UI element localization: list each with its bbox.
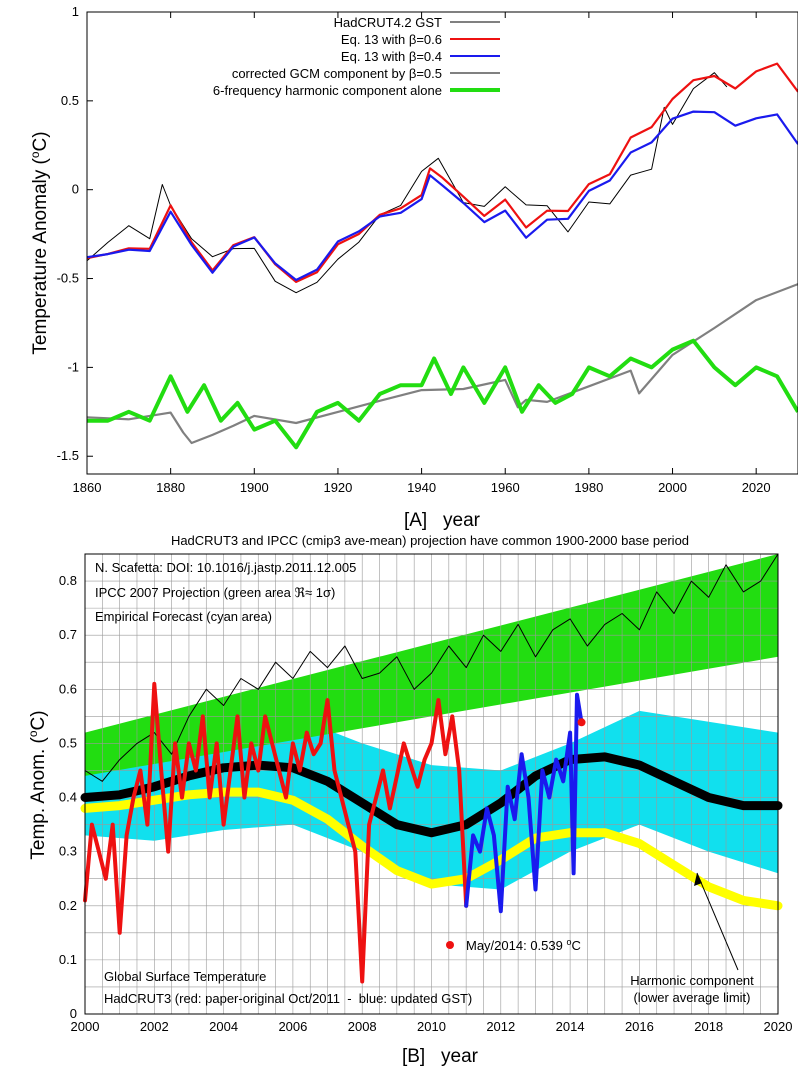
harmonic-arrow-head	[694, 873, 702, 886]
a-xtick-label: 1860	[73, 480, 102, 495]
annotation-point: May/2014: 0.539 oC	[466, 937, 581, 953]
panel-b-title: HadCRUT3 and IPCC (cmip3 ave-mean) proje…	[171, 533, 689, 548]
panel-a: 1860 1880 1900 1920 1940 1960 1980 2000 2020 1 0.5…	[28, 4, 798, 531]
a-xtick-label: 1920	[323, 480, 352, 495]
b-ytick-label: 0.7	[59, 627, 77, 642]
annotation-harmonic-2: (lower average limit)	[633, 990, 750, 1005]
b-ytick-label: 0.1	[59, 952, 77, 967]
b-ytick-label: 0.2	[59, 898, 77, 913]
b-xtick-label: 2018	[694, 1019, 723, 1034]
legend-blue-label: Eq. 13 with β=0.4	[341, 49, 442, 64]
b-xtick-label: 2020	[764, 1019, 793, 1034]
a-series-line	[86, 110, 798, 282]
a-series-line	[86, 72, 728, 294]
panel-a-xlabel: [A] year	[404, 510, 481, 531]
panel-a-legend: HadCRUT4.2 GST Eq. 13 with β=0.6 Eq. 13 …	[213, 15, 500, 98]
a-xtick-label: 1880	[156, 480, 185, 495]
b-ytick-label: 0	[70, 1006, 77, 1021]
a-xtick-label: 1900	[240, 480, 269, 495]
a-xtick-label: 2000	[658, 480, 687, 495]
annotation-bottom-2: HadCRUT3 (red: paper-original Oct/2011 -…	[104, 991, 472, 1006]
b-xtick-label: 2016	[625, 1019, 654, 1034]
annotation-harmonic-1: Harmonic component	[630, 973, 754, 988]
b-ytick-label: 0.4	[59, 790, 77, 805]
annotation-bottom-1: Global Surface Temperature	[104, 969, 266, 984]
annotation-ipcc: IPCC 2007 Projection (green area ℜ≈ 1σ)	[95, 585, 335, 600]
harmonic-arrow	[696, 872, 739, 971]
may-2014-point	[577, 718, 586, 727]
a-xtick-label: 2020	[742, 480, 771, 495]
panel-a-frame	[86, 11, 798, 475]
a-ytick-label: 0	[72, 182, 79, 197]
a-ytick-label: 0.5	[61, 93, 79, 108]
legend-point-marker	[446, 941, 454, 949]
b-series-line	[80, 752, 783, 838]
panel-b-xlabel: [B] year	[402, 1046, 479, 1067]
a-series-line	[86, 283, 798, 445]
b-xtick-label: 2014	[556, 1019, 585, 1034]
a-xtick-label: 1980	[574, 480, 603, 495]
legend-red-label: Eq. 13 with β=0.6	[341, 32, 442, 47]
a-ytick-label: -1	[67, 359, 79, 374]
b-series-line	[464, 692, 584, 914]
b-series-line	[80, 787, 783, 911]
legend-green-label: 6-frequency harmonic component alone	[213, 83, 442, 98]
b-xtick-label: 2000	[71, 1019, 100, 1034]
b-xtick-label: 2012	[486, 1019, 515, 1034]
a-series-line	[86, 62, 798, 283]
annotation-author: N. Scafetta: DOI: 10.1016/j.jastp.2011.1…	[95, 560, 356, 575]
b-ytick-label: 0.3	[59, 844, 77, 859]
panel-b-series	[80, 553, 783, 984]
b-xtick-label: 2004	[209, 1019, 238, 1034]
panel-a-series	[86, 62, 798, 450]
panel-a-ticks: 1860 1880 1900 1920 1940 1960 1980 2000 2020 1 0.5…	[57, 4, 771, 495]
b-ytick-label: 0.5	[59, 735, 77, 750]
panel-a-ylabel: Temperature Anomaly (oC)	[28, 131, 51, 354]
a-ytick-label: -0.5	[57, 271, 79, 286]
b-ytick-label: 0.6	[59, 681, 77, 696]
b-series-line	[84, 553, 779, 782]
a-series-line	[87, 338, 798, 450]
a-ytick-label: 1	[72, 4, 79, 19]
panel-b-frame	[84, 553, 779, 1015]
a-ytick-label: -1.5	[57, 448, 79, 463]
annotation-forecast: Empirical Forecast (cyan area)	[95, 609, 272, 624]
b-xtick-label: 2008	[348, 1019, 377, 1034]
b-xtick-label: 2010	[417, 1019, 446, 1034]
a-xtick-label: 1940	[407, 480, 436, 495]
legend-hadcrut-label: HadCRUT4.2 GST	[334, 15, 442, 30]
a-xtick-label: 1960	[491, 480, 520, 495]
legend-gcm-label: corrected GCM component by β=0.5	[232, 66, 442, 81]
b-series-line	[83, 681, 469, 984]
b-xtick-label: 2006	[278, 1019, 307, 1034]
panel-b-ylabel: Temp. Anom. (oC)	[26, 710, 49, 859]
panel-b: HadCRUT3 and IPCC (cmip3 ave-mean) proje…	[26, 533, 792, 1067]
b-xtick-label: 2002	[140, 1019, 169, 1034]
b-ytick-label: 0.8	[59, 573, 77, 588]
panel-b-ticks: 2000 2002 2004 2006 2008 2010 2012 2014 2016 2018…	[59, 573, 793, 1034]
